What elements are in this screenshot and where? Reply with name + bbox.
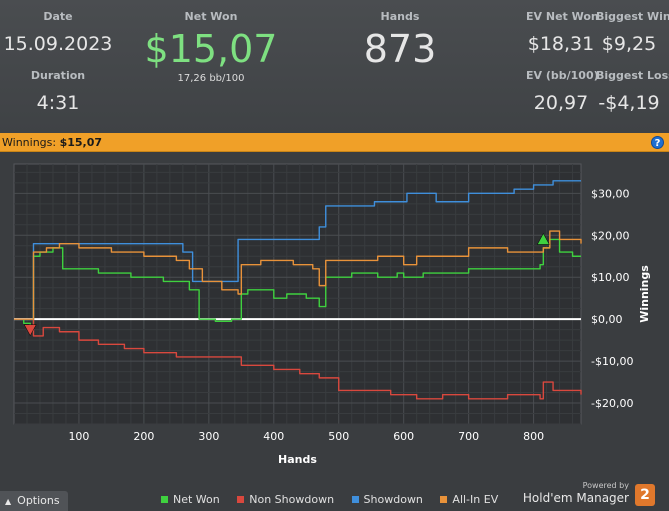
legend-net-won-label: Net Won bbox=[173, 493, 220, 506]
x-tick-label: 600 bbox=[393, 430, 414, 443]
y-tick-label: $0,00 bbox=[591, 313, 623, 326]
winnings-bar: Winnings: $15,07 ? bbox=[0, 133, 669, 152]
y-tick-label: $10,00 bbox=[591, 271, 630, 284]
brand: Powered by Hold'em Manager 2 bbox=[522, 481, 655, 506]
y-tick-label: -$20,00 bbox=[591, 397, 633, 410]
stat-duration-value: 4:31 bbox=[36, 92, 80, 114]
series-line-all-in-ev bbox=[14, 230, 582, 320]
legend-non-showdown-label: Non Showdown bbox=[249, 493, 335, 506]
y-axis-title: Winnings bbox=[638, 265, 651, 323]
stat-biggest-loss-label: Biggest Loss bbox=[596, 69, 669, 82]
stat-hands: Hands 873 bbox=[340, 10, 460, 71]
y-tick-label: -$10,00 bbox=[591, 355, 633, 368]
series-line-net-won bbox=[14, 238, 581, 329]
min-marker bbox=[23, 324, 37, 337]
x-tick-label: 500 bbox=[328, 430, 349, 443]
stat-hands-value: 873 bbox=[363, 27, 437, 71]
winnings-label: Winnings: bbox=[2, 136, 57, 149]
x-tick-label: 300 bbox=[198, 430, 219, 443]
series-line-showdown bbox=[14, 180, 581, 320]
chart-legend: Net Won Non Showdown Showdown All-In EV bbox=[161, 493, 512, 506]
legend-showdown-label: Showdown bbox=[363, 493, 423, 506]
stat-biggest-win-label: Biggest Win bbox=[596, 10, 669, 23]
legend-swatch-non-showdown bbox=[237, 496, 245, 503]
stat-date-label: Date bbox=[43, 10, 73, 23]
stat-net-won: Net Won $15,07 17,26 bb/100 bbox=[131, 10, 291, 84]
x-tick-label: 700 bbox=[458, 430, 479, 443]
stat-net-won-value: $15,07 bbox=[144, 27, 278, 71]
x-axis-title: Hands bbox=[278, 453, 317, 466]
stat-ev-bb100: EV (bb/100) 20,97 bbox=[526, 69, 599, 114]
stat-duration-label: Duration bbox=[30, 69, 86, 82]
stat-hands-label: Hands bbox=[380, 10, 420, 23]
question-icon[interactable]: ? bbox=[651, 136, 664, 149]
stat-ev-net-won-label: EV Net Won bbox=[526, 10, 599, 23]
legend-swatch-all-in-ev bbox=[440, 496, 448, 503]
stats-panel: Date 15.09.2023 Duration 4:31 Net Won $1… bbox=[0, 0, 669, 133]
options-label: Options bbox=[17, 494, 60, 507]
legend-non-showdown[interactable]: Non Showdown bbox=[237, 493, 334, 506]
stat-biggest-loss: Biggest Loss -$4,19 bbox=[596, 69, 669, 114]
legend-all-in-ev[interactable]: All-In EV bbox=[440, 493, 498, 506]
stat-biggest-win-value: $9,25 bbox=[601, 33, 657, 55]
caret-up-icon: ▲ bbox=[5, 497, 12, 506]
stat-net-won-bb100: 17,26 bb/100 bbox=[177, 73, 245, 84]
max-marker bbox=[536, 232, 550, 245]
powered-by-text: Powered by bbox=[582, 481, 629, 490]
x-tick-label: 800 bbox=[523, 430, 544, 443]
series-line-non-showdown bbox=[14, 318, 582, 400]
x-tick-label: 400 bbox=[263, 430, 284, 443]
legend-all-in-ev-label: All-In EV bbox=[452, 493, 499, 506]
winnings-chart: 100 200 300 400 500 600 700 800 $30,00 $20,00 $10,… bbox=[0, 152, 669, 488]
legend-swatch-net-won bbox=[161, 496, 168, 503]
stat-biggest-win: Biggest Win $9,25 bbox=[596, 10, 669, 55]
y-tick-label: $20,00 bbox=[591, 229, 630, 242]
stat-ev-net-won: EV Net Won $18,31 bbox=[526, 10, 599, 55]
stat-ev-net-won-value: $18,31 bbox=[527, 33, 595, 55]
hm2-logo-icon: 2 bbox=[635, 484, 655, 506]
stat-biggest-loss-value: -$4,19 bbox=[598, 92, 660, 114]
legend-net-won[interactable]: Net Won bbox=[161, 493, 220, 506]
winnings-amount: $15,07 bbox=[59, 136, 103, 149]
y-tick-label: $30,00 bbox=[591, 187, 630, 200]
winnings-chart-svg: 100 200 300 400 500 600 700 800 $30,00 $20,00 $10,… bbox=[13, 163, 651, 466]
brand-name: Hold'em Manager bbox=[522, 491, 629, 505]
stat-net-won-label: Net Won bbox=[184, 10, 238, 23]
stat-date-value: 15.09.2023 bbox=[3, 33, 113, 55]
stat-date: Date 15.09.2023 bbox=[0, 10, 116, 55]
footer: ▲ Options Net Won Non Showdown Showdown A… bbox=[0, 481, 669, 511]
legend-showdown[interactable]: Showdown bbox=[351, 493, 423, 506]
stat-duration: Duration 4:31 bbox=[0, 69, 116, 114]
x-tick-label: 200 bbox=[133, 430, 154, 443]
legend-swatch-showdown bbox=[351, 496, 359, 503]
stat-ev-bb100-value: 20,97 bbox=[533, 92, 589, 114]
stat-ev-bb100-label: EV (bb/100) bbox=[526, 69, 599, 82]
options-button[interactable]: ▲ Options bbox=[0, 491, 68, 511]
x-tick-label: 100 bbox=[68, 430, 89, 443]
